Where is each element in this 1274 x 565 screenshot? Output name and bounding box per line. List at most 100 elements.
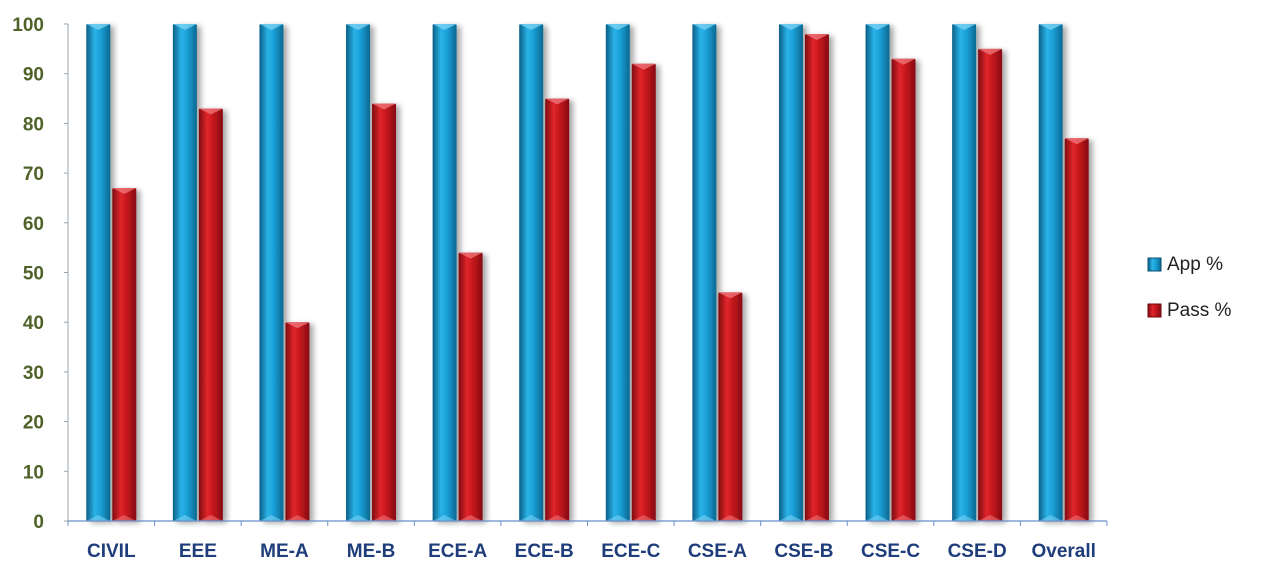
x-tick-label: EEE xyxy=(179,541,217,562)
legend-swatch xyxy=(1147,303,1162,318)
legend-item-app: App % xyxy=(1147,254,1223,275)
bar-bottom-bevel xyxy=(865,515,890,521)
bar-body xyxy=(372,103,397,522)
bar-bottom-bevel xyxy=(692,515,717,521)
bar-bottom-bevel xyxy=(198,515,223,521)
bar-body xyxy=(1064,138,1089,521)
x-tick-label: ECE-C xyxy=(601,541,660,562)
bar-top-bevel xyxy=(952,24,977,30)
x-tick-label: CSE-D xyxy=(948,541,1007,562)
bar-top-bevel xyxy=(346,24,371,30)
bar-top-bevel xyxy=(172,24,197,30)
bar-bottom-bevel xyxy=(346,515,371,521)
bar-body xyxy=(891,58,916,521)
bar-pass-me-a xyxy=(285,322,310,521)
x-tick-label: CSE-B xyxy=(774,541,833,562)
bar-pass-civil xyxy=(112,188,137,521)
bar-bottom-bevel xyxy=(631,515,656,521)
axes xyxy=(67,24,1107,522)
legend: App % Pass % xyxy=(1147,254,1232,321)
bar-top-bevel xyxy=(1064,138,1089,145)
y-tick-label: 70 xyxy=(23,164,44,185)
y-tick-label: 40 xyxy=(23,313,44,334)
bar-bottom-bevel xyxy=(285,515,310,521)
y-tick-label: 90 xyxy=(23,65,44,86)
x-tick-label: CSE-C xyxy=(861,541,920,562)
bar-app-me-b xyxy=(346,24,371,521)
bar-body xyxy=(952,24,977,521)
x-tick-label: CSE-A xyxy=(688,541,747,562)
bar-app-ece-b xyxy=(519,24,544,521)
bar-body xyxy=(198,108,223,522)
bar-bottom-bevel xyxy=(259,515,284,521)
x-tick-label: ME-A xyxy=(260,541,309,562)
bar-top-bevel xyxy=(605,24,630,30)
bar-app-cse-b xyxy=(778,24,803,521)
bar-app-ece-c xyxy=(605,24,630,521)
bar-pass-overall xyxy=(1064,138,1089,521)
bar-pass-cse-d xyxy=(978,48,1003,521)
bar-body xyxy=(778,24,803,521)
bar-top-bevel xyxy=(891,58,916,65)
x-tick-label: Overall xyxy=(1031,541,1095,562)
bar-bottom-bevel xyxy=(891,515,916,521)
bar-app-overall xyxy=(1038,24,1063,521)
bar-app-me-a xyxy=(259,24,284,521)
bar-bottom-bevel xyxy=(112,515,137,521)
bar-body xyxy=(804,33,829,521)
x-tick-label: CIVIL xyxy=(87,541,136,562)
legend-label: Pass % xyxy=(1167,300,1232,321)
bar-body xyxy=(86,24,111,521)
bar-pass-ece-a xyxy=(458,252,483,521)
bar-bottom-bevel xyxy=(372,515,397,521)
bar-top-bevel xyxy=(865,24,890,30)
bar-app-cse-c xyxy=(865,24,890,521)
bar-top-bevel xyxy=(372,103,397,110)
legend-swatch xyxy=(1147,257,1162,272)
bar-pass-ece-c xyxy=(631,63,656,521)
bar-top-bevel xyxy=(285,322,310,329)
bar-body xyxy=(631,63,656,521)
bar-body xyxy=(865,24,890,521)
bar-top-bevel xyxy=(198,108,223,115)
bar-body xyxy=(112,188,137,521)
y-tick-label: 10 xyxy=(23,462,44,483)
bar-body xyxy=(172,24,197,521)
bar-bottom-bevel xyxy=(1038,515,1063,521)
bar-top-bevel xyxy=(458,252,483,259)
bar-top-bevel xyxy=(545,98,570,105)
bar-top-bevel xyxy=(804,33,829,40)
legend-label: App % xyxy=(1167,254,1223,275)
y-tick-label: 0 xyxy=(33,512,44,533)
bar-bottom-bevel xyxy=(804,515,829,521)
bar-body xyxy=(346,24,371,521)
y-axis-tick-labels: 0 10 20 30 40 50 60 70 80 90 100 xyxy=(12,15,68,533)
bar-pass-ece-b xyxy=(545,98,570,522)
bar-bottom-bevel xyxy=(545,515,570,521)
bar-top-bevel xyxy=(778,24,803,30)
bar-body xyxy=(978,48,1003,521)
legend-item-pass: Pass % xyxy=(1147,300,1232,321)
bar-body xyxy=(259,24,284,521)
bar-body xyxy=(432,24,457,521)
bar-top-bevel xyxy=(112,188,137,195)
bar-app-cse-d xyxy=(952,24,977,521)
bar-app-ece-a xyxy=(432,24,457,521)
bar-body xyxy=(545,98,570,522)
bar-top-bevel xyxy=(86,24,111,30)
bar-top-bevel xyxy=(1038,24,1063,30)
bar-bottom-bevel xyxy=(519,515,544,521)
y-tick-label: 20 xyxy=(23,413,44,434)
bar-body xyxy=(605,24,630,521)
y-tick-label: 80 xyxy=(23,114,44,135)
y-tick-label: 100 xyxy=(12,15,44,36)
bar-pass-cse-a xyxy=(718,292,743,521)
bar-bottom-bevel xyxy=(718,515,743,521)
bar-body xyxy=(1038,24,1063,521)
bar-bottom-bevel xyxy=(432,515,457,521)
bar-bottom-bevel xyxy=(1064,515,1089,521)
bar-bottom-bevel xyxy=(605,515,630,521)
bar-body xyxy=(692,24,717,521)
bar-pass-cse-b xyxy=(804,33,829,521)
bar-top-bevel xyxy=(259,24,284,30)
